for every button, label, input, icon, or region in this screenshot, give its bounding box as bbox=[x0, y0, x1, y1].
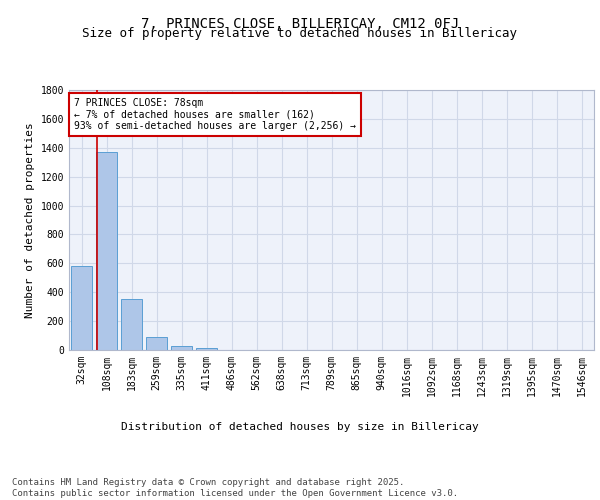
Bar bbox=[146, 337, 167, 350]
Bar bbox=[96, 152, 117, 350]
Text: Contains HM Land Registry data © Crown copyright and database right 2025.
Contai: Contains HM Land Registry data © Crown c… bbox=[12, 478, 458, 498]
Bar bbox=[71, 266, 92, 350]
Text: 7 PRINCES CLOSE: 78sqm
← 7% of detached houses are smaller (162)
93% of semi-det: 7 PRINCES CLOSE: 78sqm ← 7% of detached … bbox=[74, 98, 356, 131]
Text: Size of property relative to detached houses in Billericay: Size of property relative to detached ho… bbox=[83, 28, 517, 40]
Bar bbox=[121, 300, 142, 350]
Y-axis label: Number of detached properties: Number of detached properties bbox=[25, 122, 35, 318]
Bar bbox=[171, 346, 192, 350]
Bar bbox=[196, 348, 217, 350]
Text: 7, PRINCES CLOSE, BILLERICAY, CM12 0FJ: 7, PRINCES CLOSE, BILLERICAY, CM12 0FJ bbox=[141, 18, 459, 32]
Text: Distribution of detached houses by size in Billericay: Distribution of detached houses by size … bbox=[121, 422, 479, 432]
